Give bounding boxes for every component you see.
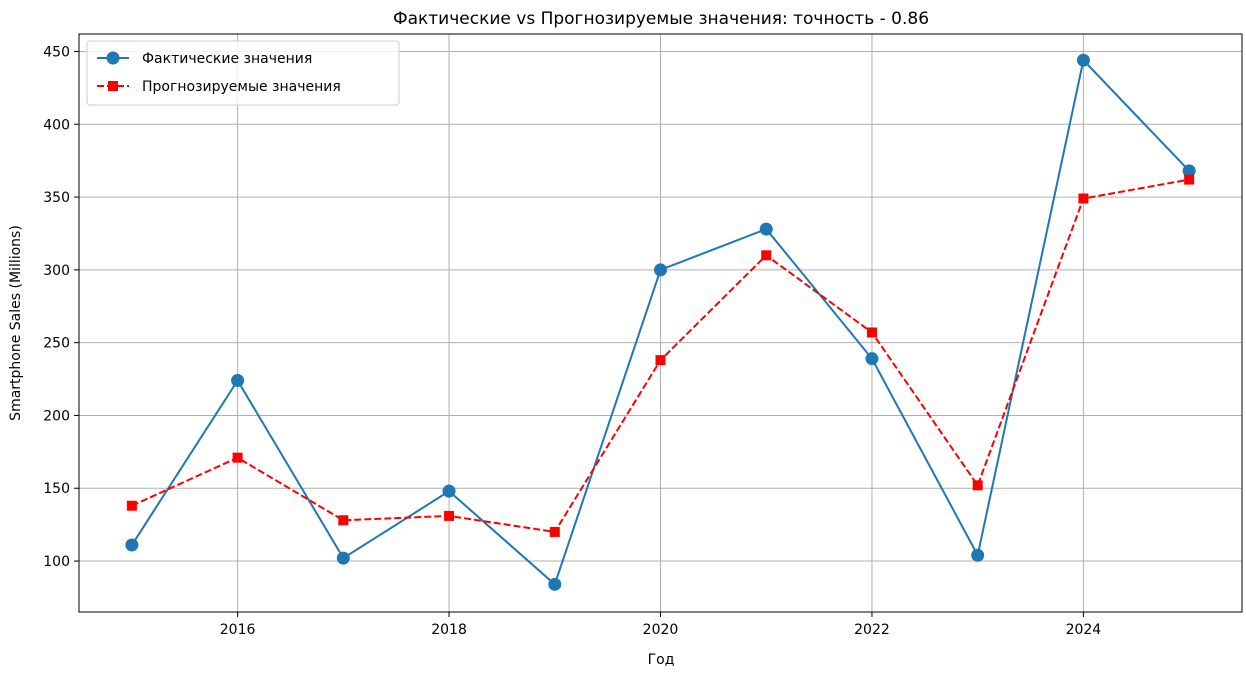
data-point [549,526,560,537]
data-point [125,538,139,552]
series-layer [125,53,1196,591]
data-point [971,548,985,562]
data-point [1076,53,1090,67]
data-point [759,222,773,236]
y-tick-label: 250 [43,336,70,352]
x-tick-label: 2018 [431,622,467,638]
legend-marker [108,81,118,91]
data-point [972,480,983,491]
legend-label: Фактические значения [142,51,312,67]
data-point [126,500,137,511]
data-point [1182,164,1196,178]
x-axis-label: Год [648,652,675,668]
data-point [232,452,243,463]
y-tick-label: 200 [43,408,70,424]
x-tick-label: 2024 [1066,622,1102,638]
data-point [1078,193,1089,204]
data-point [865,352,879,366]
y-axis-ticks: 100 150 200 250 300 350 400 450 [43,44,79,570]
data-point [442,484,456,498]
y-axis-label: Smartphone Sales (Millions) [8,225,24,421]
y-tick-label: 150 [43,481,70,497]
y-tick-label: 300 [43,263,70,279]
legend-entry: Фактические значения [97,51,312,67]
data-point [1184,174,1195,185]
data-point [654,263,667,277]
data-point [336,551,350,565]
data-point [761,250,772,261]
y-tick-label: 350 [43,190,70,206]
legend-marker [106,51,120,65]
x-tick-label: 2016 [220,622,256,638]
x-axis-ticks: 2016 2018 2020 2022 2024 [220,612,1102,638]
series-2 [126,174,1195,537]
data-point [444,510,455,521]
data-point [338,515,349,526]
legend-label: Прогнозируемые значения [142,79,341,95]
y-tick-label: 100 [43,554,70,570]
y-tick-label: 450 [43,44,70,60]
data-point [866,327,877,338]
data-point [655,355,666,366]
legend-entry: Прогнозируемые значения [97,79,341,95]
legend-box [86,40,400,106]
y-tick-label: 400 [43,117,70,133]
legend: Фактические значения Прогнозируемые значе… [86,40,400,106]
plot-area-frame [78,33,1243,613]
data-point [548,577,562,591]
chart-title: Фактические vs Прогнозируемые значения: … [393,9,929,29]
data-point [231,374,245,388]
x-tick-label: 2022 [854,622,890,638]
x-tick-label: 2020 [643,622,679,638]
